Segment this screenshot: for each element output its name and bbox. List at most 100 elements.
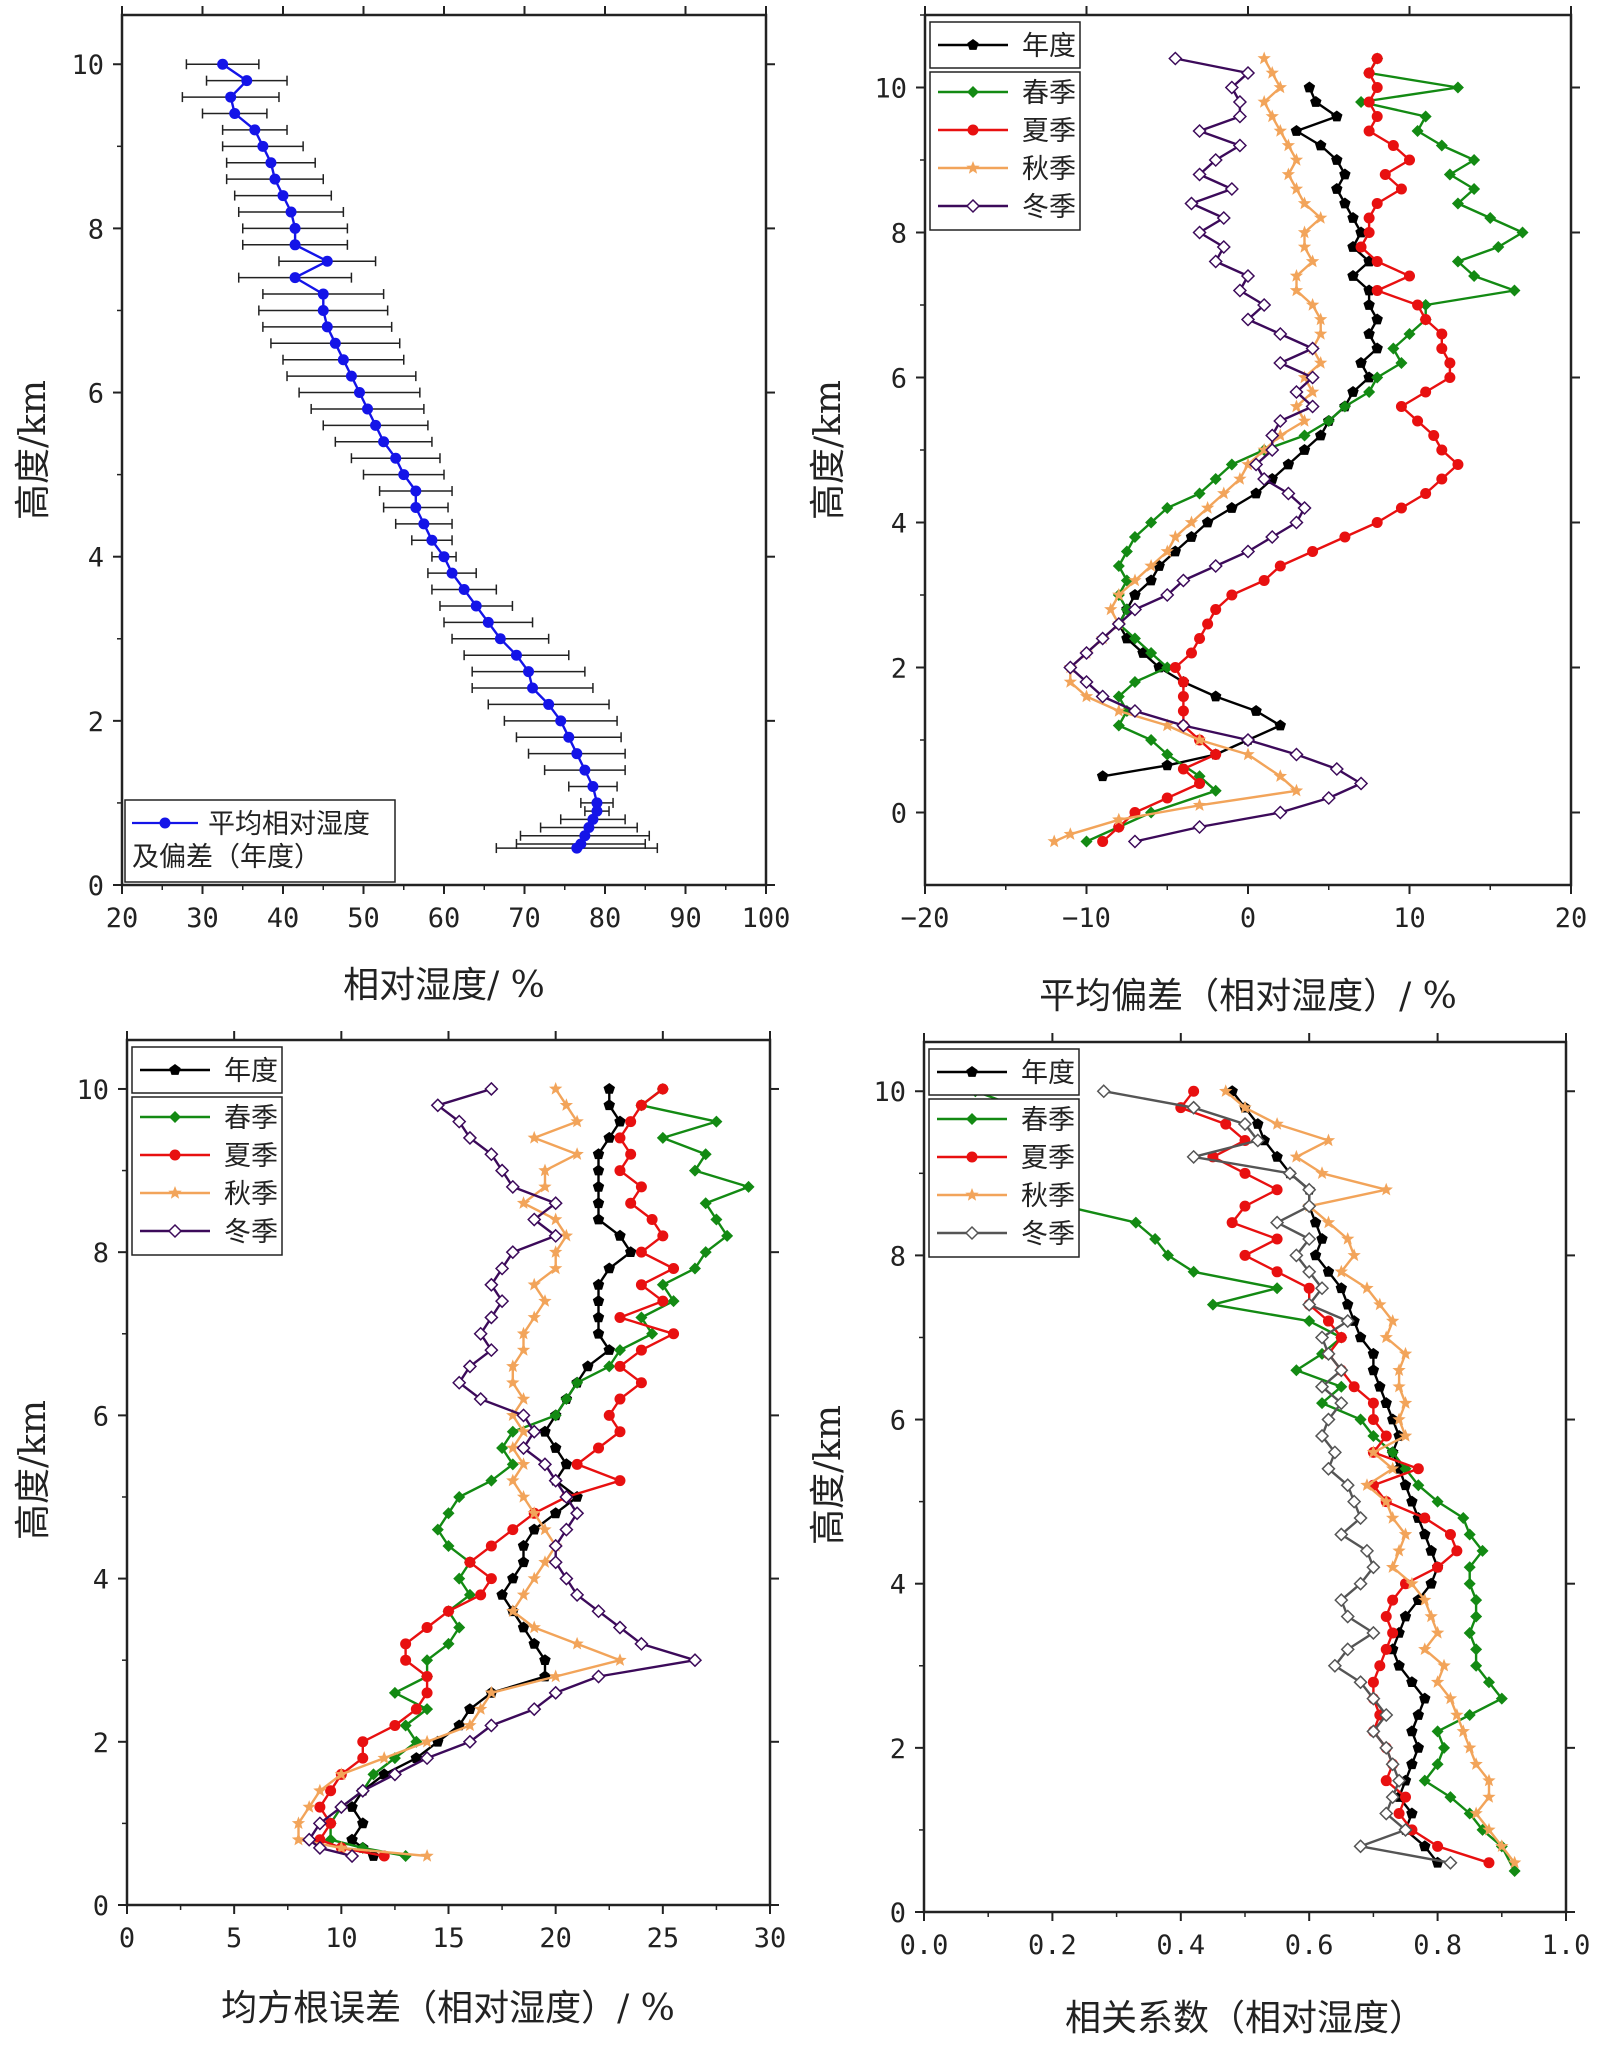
data-point bbox=[506, 1604, 520, 1617]
data-point bbox=[603, 1262, 615, 1274]
data-point bbox=[507, 1572, 519, 1584]
data-point bbox=[1297, 370, 1312, 384]
data-point bbox=[505, 1179, 520, 1194]
data-point bbox=[1145, 734, 1158, 746]
data-point bbox=[1297, 500, 1312, 516]
data-point bbox=[1347, 386, 1359, 397]
data-point bbox=[1096, 770, 1109, 782]
data-point bbox=[1168, 51, 1183, 66]
data-point bbox=[458, 584, 470, 596]
data-point bbox=[1398, 1396, 1413, 1409]
data-point bbox=[1342, 1298, 1354, 1310]
data-point bbox=[1321, 790, 1336, 806]
data-point bbox=[1366, 1560, 1381, 1575]
legend-label: 春季 bbox=[1021, 1105, 1075, 1136]
data-point bbox=[1226, 589, 1238, 601]
data-point bbox=[1237, 1117, 1253, 1132]
data-point bbox=[1353, 1675, 1368, 1690]
panel-b-xlabel: 平均偏差（相对湿度）/ % bbox=[1039, 976, 1457, 1017]
data-point bbox=[1257, 95, 1271, 108]
data-point bbox=[1432, 1840, 1444, 1852]
data-point bbox=[1444, 1791, 1457, 1804]
data-point bbox=[1405, 1576, 1419, 1590]
data-point bbox=[668, 1262, 680, 1274]
data-point bbox=[1387, 1627, 1399, 1639]
data-point bbox=[1373, 1297, 1387, 1311]
data-point bbox=[1305, 341, 1320, 356]
data-point bbox=[625, 1148, 637, 1160]
data-point bbox=[1443, 1691, 1458, 1705]
data-point bbox=[1177, 763, 1189, 775]
data-point bbox=[1468, 183, 1481, 195]
data-point bbox=[1363, 67, 1375, 79]
data-point bbox=[1482, 1773, 1496, 1787]
data-point bbox=[1379, 1494, 1393, 1508]
data-point bbox=[1399, 1610, 1412, 1622]
data-point bbox=[570, 1587, 585, 1602]
data-point bbox=[1273, 124, 1287, 137]
data-point bbox=[329, 337, 341, 349]
legend-label: 春季 bbox=[224, 1103, 278, 1134]
data-point bbox=[1210, 604, 1222, 615]
data-point bbox=[1374, 1380, 1386, 1392]
panel-b-yticks: 0 2 4 6 8 10 bbox=[874, 14, 1580, 830]
data-point bbox=[571, 1376, 584, 1389]
data-point bbox=[1265, 442, 1280, 458]
data-point bbox=[1176, 718, 1191, 733]
data-point bbox=[1380, 1397, 1392, 1408]
data-point bbox=[1271, 1184, 1283, 1196]
data-point bbox=[506, 1408, 520, 1421]
data-point bbox=[1335, 1380, 1348, 1393]
data-point bbox=[538, 1179, 552, 1193]
data-point bbox=[484, 1277, 499, 1292]
data-point bbox=[302, 1832, 317, 1847]
x-tick-label: 30 bbox=[186, 903, 219, 934]
data-point bbox=[1310, 96, 1322, 107]
data-point bbox=[421, 1703, 434, 1716]
data-point bbox=[426, 534, 438, 546]
data-point bbox=[1335, 1331, 1347, 1343]
data-point bbox=[1431, 1725, 1444, 1738]
data-point bbox=[1216, 239, 1231, 255]
data-point bbox=[1314, 1330, 1330, 1345]
data-point bbox=[1432, 1561, 1444, 1573]
data-point bbox=[1289, 1248, 1304, 1263]
data-point bbox=[1436, 328, 1448, 340]
data-point bbox=[1216, 210, 1231, 226]
data-point bbox=[1403, 328, 1416, 340]
x-tick-label: 1.0 bbox=[1542, 1930, 1591, 1961]
data-point bbox=[614, 1311, 626, 1323]
panel-b-ylabel: 高度/km bbox=[808, 380, 849, 520]
data-point bbox=[1128, 676, 1141, 688]
data-point bbox=[1451, 81, 1464, 94]
legend-marker bbox=[964, 1225, 980, 1241]
data-point bbox=[1412, 1463, 1424, 1475]
data-point bbox=[1508, 1855, 1522, 1869]
data-point bbox=[635, 1246, 647, 1258]
data-point bbox=[1080, 835, 1093, 848]
data-point bbox=[592, 1180, 605, 1192]
data-point bbox=[1379, 1182, 1393, 1196]
data-point bbox=[367, 1768, 380, 1781]
data-point bbox=[1314, 327, 1328, 340]
data-point bbox=[1238, 1100, 1252, 1114]
data-point bbox=[592, 1213, 605, 1225]
data-point bbox=[592, 1164, 605, 1176]
data-point bbox=[1348, 1381, 1360, 1393]
data-point bbox=[548, 1685, 563, 1700]
data-point bbox=[1270, 1117, 1284, 1130]
data-point bbox=[453, 1621, 466, 1634]
legend-box-seasons bbox=[929, 71, 1081, 231]
data-point bbox=[484, 1147, 499, 1162]
data-point bbox=[257, 140, 269, 152]
data-point bbox=[312, 1840, 327, 1855]
data-point bbox=[592, 1295, 605, 1306]
data-point bbox=[1188, 1085, 1200, 1097]
data-point bbox=[1347, 212, 1359, 223]
data-point bbox=[742, 1180, 755, 1193]
data-point bbox=[516, 1196, 531, 1209]
panel-a-legend-box bbox=[124, 799, 396, 883]
data-point bbox=[1412, 1479, 1425, 1492]
data-point bbox=[506, 1458, 519, 1471]
data-point bbox=[1302, 1231, 1317, 1247]
